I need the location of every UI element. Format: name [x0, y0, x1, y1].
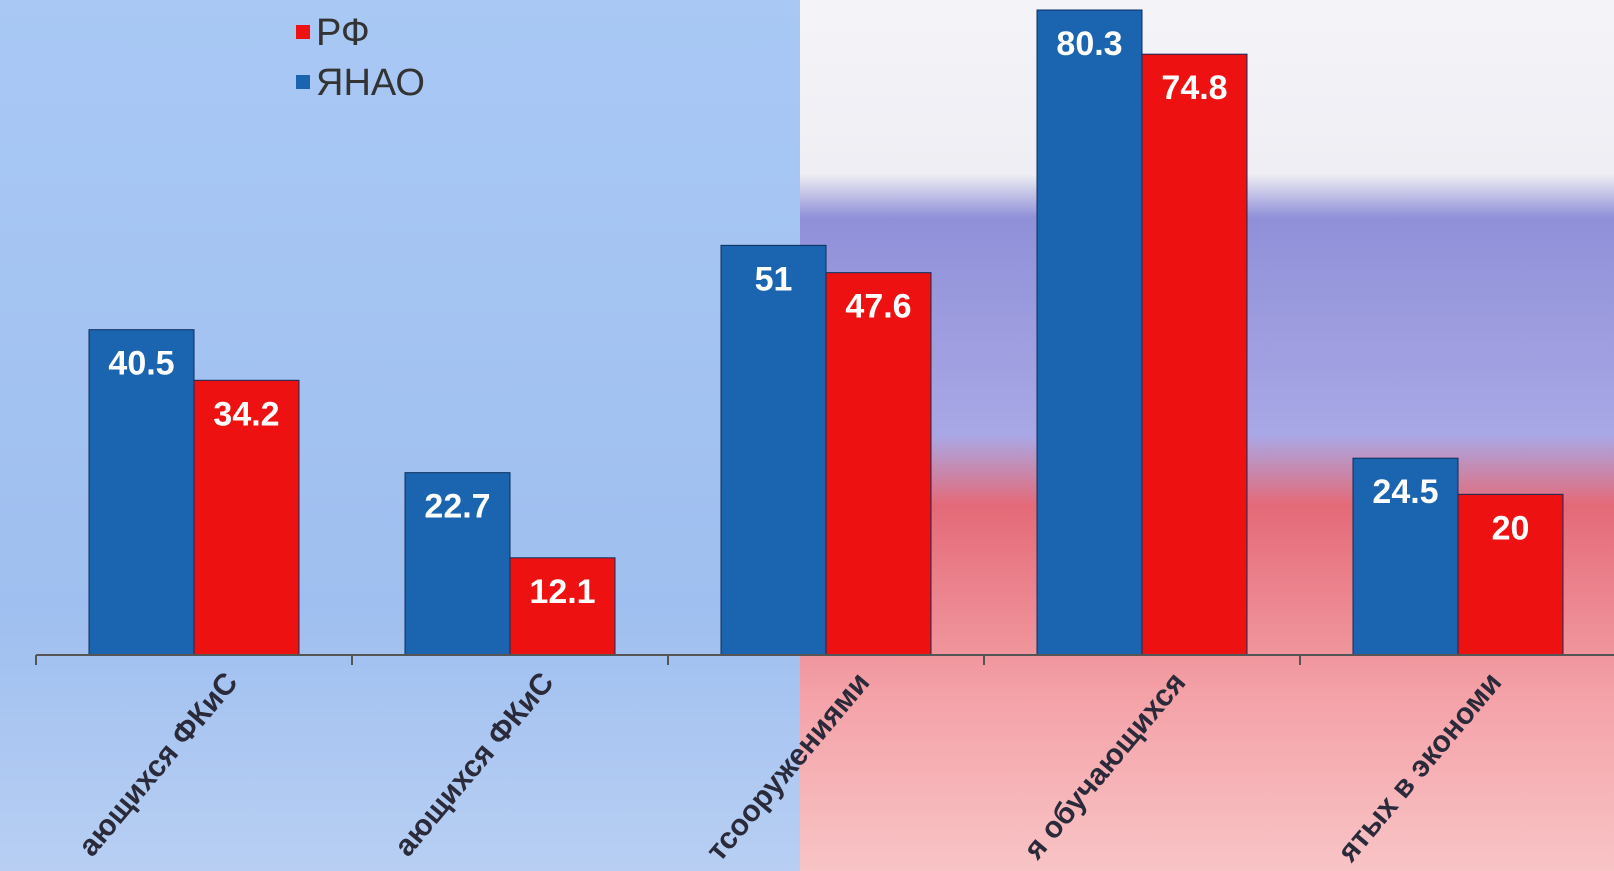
legend-label: ЯНАО [316, 62, 425, 104]
data-label: 34.2 [213, 395, 279, 433]
data-label: 80.3 [1056, 25, 1122, 63]
legend-label: РФ [316, 12, 370, 54]
data-label: 40.5 [108, 345, 174, 383]
bar [720, 244, 827, 656]
bar [825, 272, 932, 656]
data-label: 74.8 [1161, 69, 1227, 107]
bar [1141, 53, 1248, 656]
data-label: 51 [755, 260, 793, 298]
data-label: 22.7 [424, 488, 490, 526]
bar [1036, 9, 1143, 656]
data-label: 12.1 [529, 573, 595, 611]
legend-swatch [296, 75, 310, 89]
data-label: 20 [1492, 509, 1530, 547]
data-label: 24.5 [1372, 473, 1438, 511]
bar [193, 379, 300, 656]
bar [1457, 493, 1564, 656]
legend-swatch [296, 25, 310, 39]
data-label: 47.6 [845, 288, 911, 326]
